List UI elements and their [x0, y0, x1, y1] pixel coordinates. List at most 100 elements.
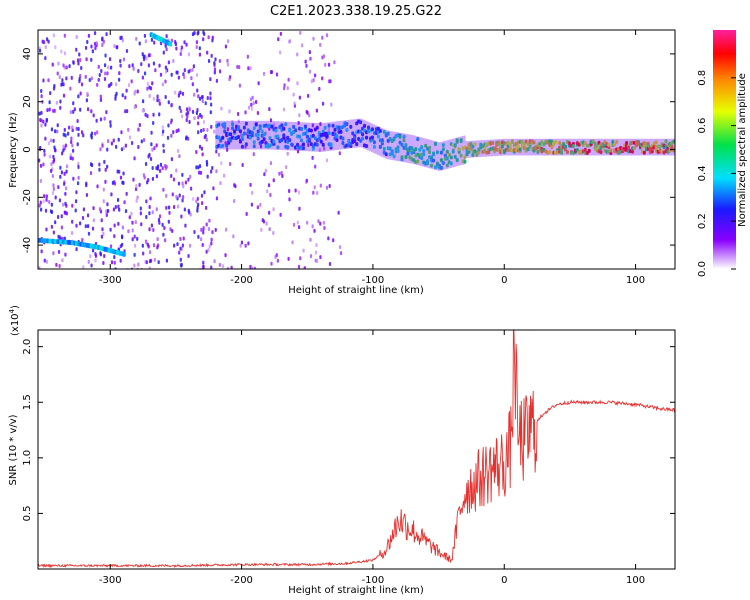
noise-cell — [122, 57, 126, 62]
noise-cell — [117, 221, 120, 226]
track-cell — [250, 130, 254, 135]
track-cell — [252, 140, 256, 145]
noise-cell — [76, 58, 80, 63]
noise-cell — [315, 258, 319, 263]
track-halo — [390, 131, 393, 160]
noise-cell — [99, 117, 103, 122]
track-cell — [426, 161, 430, 166]
noise-cell — [183, 40, 186, 45]
noise-cell — [164, 238, 167, 243]
noise-cell — [133, 234, 136, 239]
noise-cell — [299, 256, 302, 261]
track-halo — [532, 138, 535, 156]
track-halo — [670, 138, 673, 156]
noise-cell — [209, 96, 212, 101]
track-halo — [343, 120, 346, 150]
track-cell — [449, 161, 453, 166]
noise-cell — [165, 205, 168, 210]
track-cell — [238, 139, 242, 144]
track-halo — [282, 121, 285, 151]
track-cell — [420, 156, 424, 161]
noise-cell — [161, 166, 164, 171]
noise-cell — [175, 168, 178, 173]
track-cell — [319, 139, 323, 144]
noise-cell — [165, 47, 168, 52]
noise-cell — [202, 127, 205, 132]
track-cell — [317, 136, 321, 141]
noise-cell — [269, 192, 272, 197]
track-halo — [262, 120, 265, 150]
noise-cell — [153, 40, 156, 45]
noise-cell — [206, 96, 209, 101]
noise-cell — [314, 250, 318, 255]
track-halo — [368, 122, 371, 152]
noise-cell — [89, 162, 93, 167]
track-cell — [229, 138, 233, 143]
track-halo — [443, 140, 446, 170]
noise-cell — [308, 50, 311, 55]
noise-cell — [156, 164, 160, 169]
noise-cell — [118, 207, 121, 212]
noise-cell — [329, 79, 332, 84]
noise-cell — [247, 241, 250, 246]
track-halo — [365, 120, 368, 150]
noise-cell — [145, 260, 148, 265]
noise-cell — [61, 78, 64, 83]
noise-cell — [158, 63, 161, 68]
track-cell — [428, 145, 432, 150]
noise-cell — [321, 55, 324, 60]
noise-cell — [206, 127, 209, 132]
noise-cell — [133, 263, 136, 268]
noise-cell — [99, 147, 102, 152]
noise-cell — [119, 258, 122, 263]
noise-cell — [151, 81, 154, 86]
track-halo — [516, 138, 519, 156]
track-halo — [292, 121, 295, 151]
noise-cell — [148, 227, 151, 232]
track-halo — [660, 138, 663, 156]
track-halo — [410, 134, 413, 164]
y-tick-label: 20 — [22, 95, 33, 108]
track-cell — [453, 154, 457, 159]
noise-cell — [127, 127, 130, 132]
noise-cell — [318, 147, 321, 152]
track-halo — [465, 141, 468, 158]
noise-cell — [218, 69, 222, 74]
noise-cell — [47, 141, 50, 146]
track-cell — [335, 134, 339, 139]
noise-cell — [278, 171, 281, 176]
track-cell — [292, 124, 296, 129]
track-halo — [445, 140, 448, 170]
noise-cell — [86, 40, 89, 45]
noise-cell — [103, 159, 106, 164]
noise-cell — [214, 227, 217, 232]
track-cell — [262, 137, 266, 142]
noise-cell — [159, 162, 163, 167]
noise-cell — [189, 186, 193, 191]
track-cell — [632, 146, 636, 151]
noise-cell — [197, 115, 200, 120]
track-cell — [433, 141, 437, 146]
noise-cell — [86, 107, 90, 112]
noise-cell — [201, 243, 204, 248]
noise-cell — [121, 180, 124, 185]
noise-cell — [44, 56, 47, 61]
noise-cell — [189, 174, 192, 179]
track-halo — [231, 120, 234, 150]
secondary-track-cell — [53, 238, 58, 244]
noise-cell — [162, 129, 165, 134]
noise-cell — [96, 130, 99, 135]
track-cell — [225, 143, 229, 148]
noise-cell — [164, 65, 167, 70]
track-halo — [406, 134, 409, 163]
track-halo — [552, 138, 555, 156]
noise-cell — [148, 266, 151, 269]
noise-cell — [170, 173, 173, 178]
noise-cell — [53, 108, 56, 113]
noise-cell — [195, 150, 198, 155]
noise-cell — [208, 244, 211, 249]
noise-cell — [66, 131, 70, 136]
noise-cell — [312, 190, 315, 195]
noise-cell — [155, 207, 158, 212]
noise-cell — [201, 201, 204, 206]
